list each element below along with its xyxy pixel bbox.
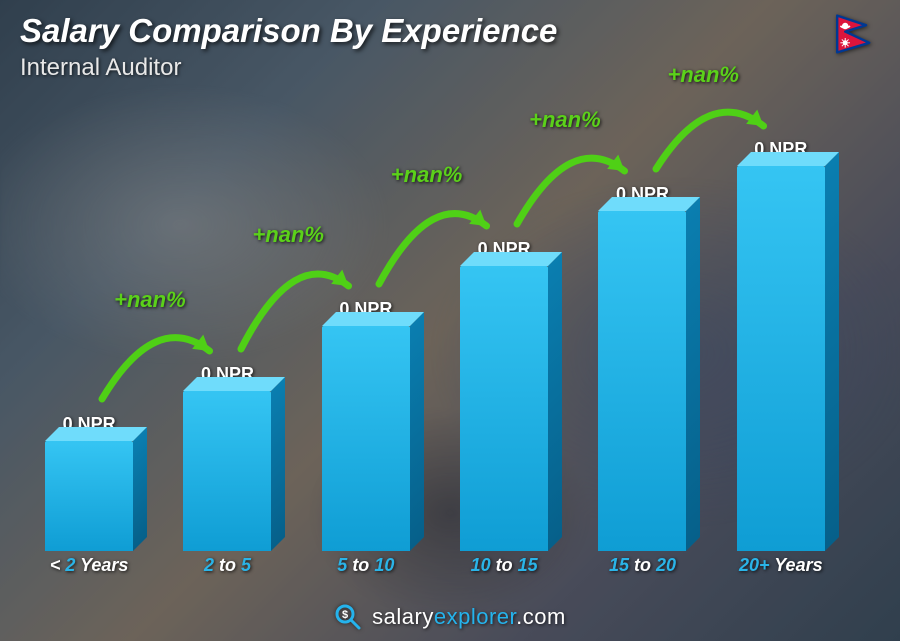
chart-subtitle: Internal Auditor xyxy=(20,54,181,82)
bar-wrap: 0 NPR xyxy=(435,239,573,551)
bars-container: 0 NPR0 NPR0 NPR0 NPR0 NPR0 NPR xyxy=(20,100,850,551)
chart-title: Salary Comparison By Experience xyxy=(20,12,557,50)
x-axis-label: 20+ Years xyxy=(712,555,850,579)
bar-wrap: 0 NPR xyxy=(297,299,435,551)
x-axis-label: 15 to 20 xyxy=(573,555,711,579)
bar xyxy=(322,326,410,551)
x-axis-label: 10 to 15 xyxy=(435,555,573,579)
country-flag-icon xyxy=(828,14,888,54)
bar xyxy=(183,391,271,551)
footer-brand-suffix: explorer xyxy=(434,604,516,629)
bar-wrap: 0 NPR xyxy=(20,414,158,551)
footer-brand: salaryexplorer.com xyxy=(372,604,566,630)
bar xyxy=(460,266,548,551)
content-layer: Salary Comparison By Experience Internal… xyxy=(0,0,900,641)
footer: $ salaryexplorer.com xyxy=(0,593,900,641)
x-axis-labels: < 2 Years2 to 55 to 1010 to 1515 to 2020… xyxy=(20,555,850,579)
bar xyxy=(45,441,133,551)
pct-increase-label: +nan% xyxy=(667,62,739,88)
bar-wrap: 0 NPR xyxy=(573,184,711,551)
bar xyxy=(598,211,686,551)
bar xyxy=(737,166,825,551)
footer-brand-prefix: salary xyxy=(372,604,434,629)
bar-wrap: 0 NPR xyxy=(158,364,296,551)
infographic-stage: Salary Comparison By Experience Internal… xyxy=(0,0,900,641)
footer-brand-domain: .com xyxy=(516,604,566,629)
x-axis-label: 5 to 10 xyxy=(297,555,435,579)
x-axis-label: 2 to 5 xyxy=(158,555,296,579)
bar-wrap: 0 NPR xyxy=(712,139,850,551)
bar-chart: 0 NPR0 NPR0 NPR0 NPR0 NPR0 NPR < 2 Years… xyxy=(20,100,850,579)
footer-logo-icon: $ xyxy=(334,603,362,631)
svg-text:$: $ xyxy=(342,609,348,621)
x-axis-label: < 2 Years xyxy=(20,555,158,579)
